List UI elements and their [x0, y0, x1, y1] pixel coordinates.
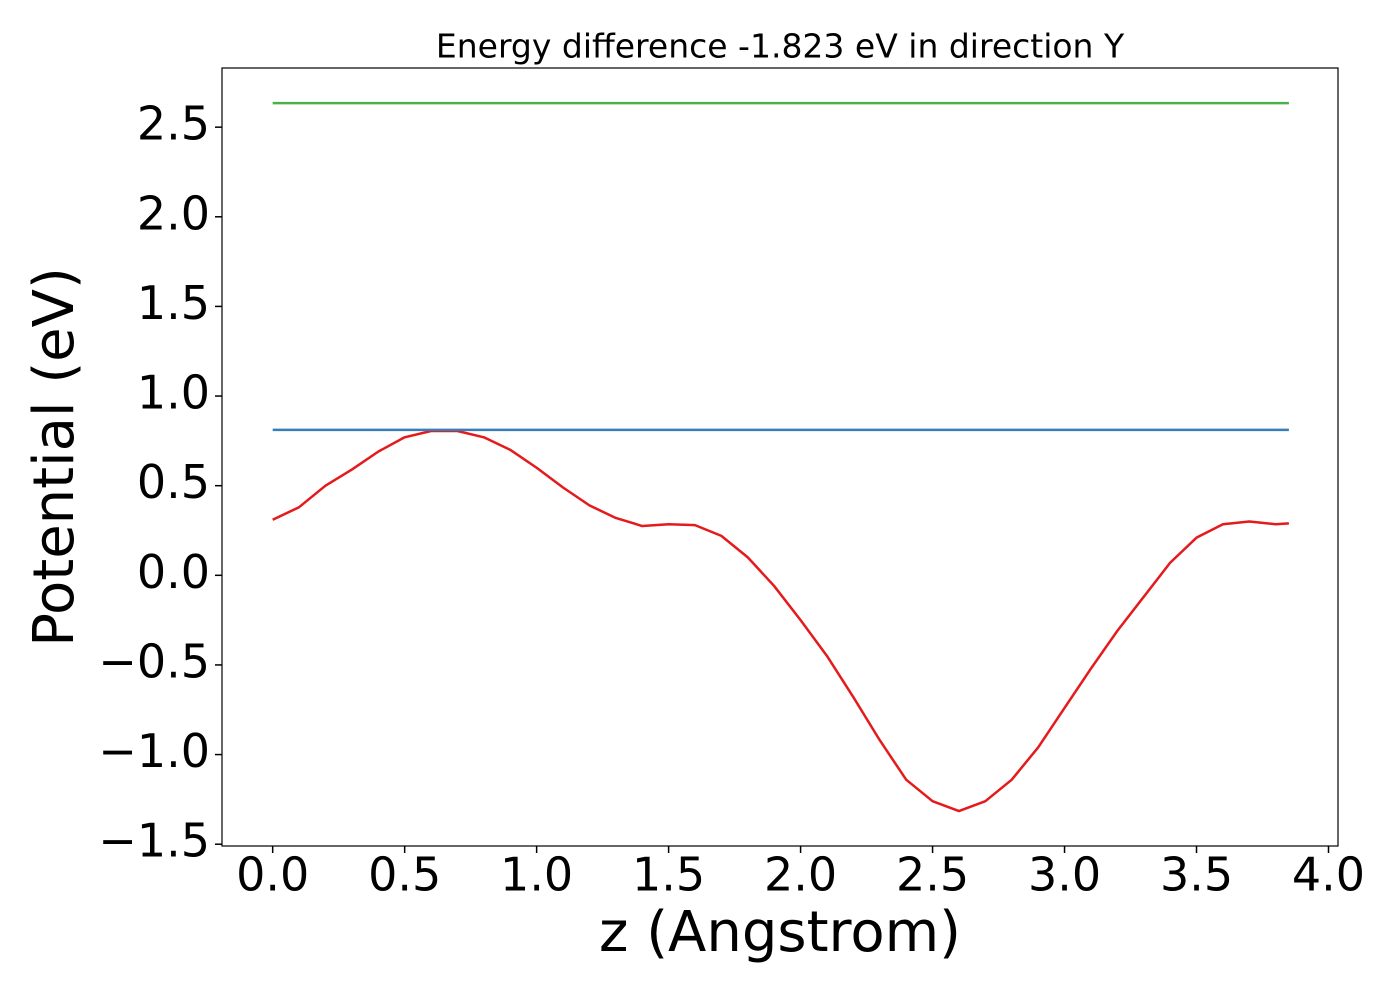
x-tick-label: 0.5: [368, 848, 441, 902]
y-tick-label: 0.5: [137, 455, 210, 509]
y-tick-label: −1.5: [98, 814, 210, 868]
plot-frame: [221, 67, 1339, 847]
y-tick-label: −0.5: [98, 634, 210, 688]
y-axis-label: Potential (eV): [22, 267, 87, 647]
x-tick-label: 2.5: [896, 848, 969, 902]
x-tick-label: 0.0: [236, 848, 309, 902]
y-tick-label: 0.0: [137, 545, 210, 599]
x-tick-label: 3.5: [1160, 848, 1233, 902]
x-tick-label: 1.5: [632, 848, 705, 902]
chart-title: Energy difference -1.823 eV in direction…: [436, 27, 1125, 66]
y-tick-label: −1.0: [98, 724, 210, 778]
y-tick-label: 1.0: [137, 366, 210, 420]
x-tick-label: 4.0: [1292, 848, 1365, 902]
x-tick-label: 1.0: [500, 848, 573, 902]
y-tick-label: 1.5: [137, 276, 210, 330]
y-tick-label: 2.0: [137, 186, 210, 240]
x-tick-label: 3.0: [1028, 848, 1101, 902]
x-axis-label: z (Angstrom): [599, 900, 961, 965]
x-tick-label: 2.0: [764, 848, 837, 902]
y-tick-label: 2.5: [137, 97, 210, 151]
